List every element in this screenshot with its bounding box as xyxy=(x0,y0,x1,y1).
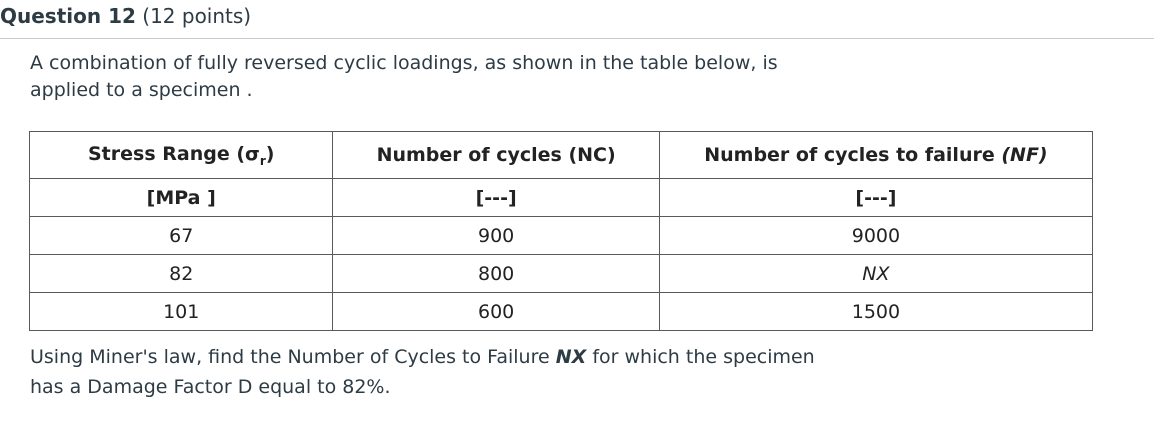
cell-nc: 800 xyxy=(332,254,660,293)
header-nf: Number of cycles to failure (NF) xyxy=(658,131,1094,179)
header-stress-prefix: Stress Range ( xyxy=(87,142,246,165)
unit-nc: [---] xyxy=(332,178,660,217)
prompt-text-part1: Using Miner's law, find the Number of Cy… xyxy=(30,346,556,368)
cell-nf: 9000 xyxy=(658,216,1094,255)
intro-line-2: applied to a specimen . xyxy=(30,79,253,101)
header-stress-range: Stress Range (σr) xyxy=(28,131,334,179)
question-title: Question 12 xyxy=(0,4,136,28)
cell-nc: 600 xyxy=(332,292,660,331)
table-row: 67 900 9000 xyxy=(28,216,1094,255)
unit-nf: [---] xyxy=(658,178,1094,217)
sigma-subscript: r xyxy=(259,153,266,168)
cell-stress: 82 xyxy=(28,254,334,293)
cell-stress: 67 xyxy=(28,216,334,255)
question-prompt: Using Miner's law, find the Number of Cy… xyxy=(30,342,930,402)
loading-table: Stress Range (σr) Number of cycles (NC) … xyxy=(28,131,1094,331)
unit-stress: [MPa ] xyxy=(28,178,334,217)
prompt-nx: NX xyxy=(555,346,587,368)
question-points: (12 points) xyxy=(142,4,252,28)
intro-line-1: A combination of fully reversed cyclic l… xyxy=(30,52,778,74)
header-nf-prefix: Number of cycles to failure xyxy=(704,144,1002,166)
header-nf-symbol: (NF) xyxy=(1001,144,1048,166)
cell-nf: 1500 xyxy=(658,292,1094,331)
question-intro: A combination of fully reversed cyclic l… xyxy=(30,50,930,104)
question-header: Question 12 (12 points) xyxy=(0,4,251,28)
header-stress-suffix: ) xyxy=(265,142,275,165)
table-header-row: Stress Range (σr) Number of cycles (NC) … xyxy=(28,131,1094,179)
prompt-text-part2: for which the specimen xyxy=(586,346,815,368)
cell-stress: 101 xyxy=(28,292,334,331)
header-nc: Number of cycles (NC) xyxy=(332,131,660,179)
table-units-row: [MPa ] [---] [---] xyxy=(28,178,1094,217)
table-row: 101 600 1500 xyxy=(28,292,1094,331)
cell-nf-unknown: NX xyxy=(658,254,1094,293)
header-divider xyxy=(0,38,1154,39)
prompt-line-1: Using Miner's law, find the Number of Cy… xyxy=(30,342,930,372)
sigma-symbol: σ xyxy=(245,142,260,165)
prompt-line-2: has a Damage Factor D equal to 82%. xyxy=(30,376,391,398)
table-row: 82 800 NX xyxy=(28,254,1094,293)
cell-nc: 900 xyxy=(332,216,660,255)
